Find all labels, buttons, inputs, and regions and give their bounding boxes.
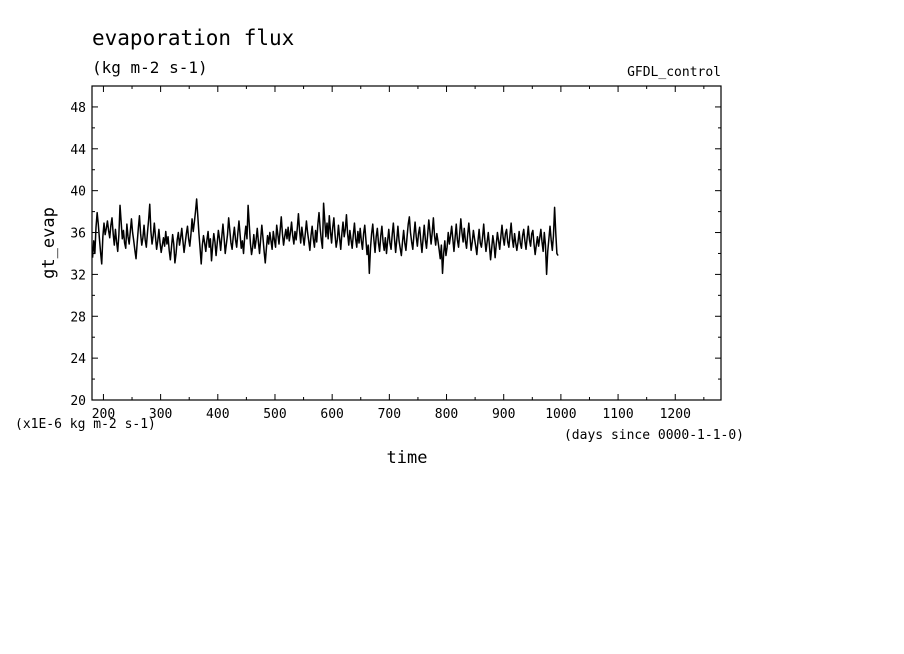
- y-axis-label: gt_evap: [39, 207, 59, 279]
- y-tick-label: 32: [70, 268, 86, 283]
- y-tick-label: 48: [70, 101, 86, 116]
- y-tick-label: 40: [70, 185, 86, 200]
- y-ticks: 20 24 28 32 36 40 44 48: [70, 85, 721, 409]
- x-tick-label: 700: [378, 407, 401, 422]
- y-tick-label: 24: [70, 352, 86, 367]
- x-tick-label: 1000: [545, 407, 576, 422]
- x-tick-label: 1100: [602, 407, 633, 422]
- y-tick-label: 36: [70, 227, 86, 242]
- plot-frame: [91, 85, 722, 401]
- y-tick-label: 44: [70, 143, 86, 158]
- x-tick-label: 900: [492, 407, 515, 422]
- series-line: [91, 198, 559, 276]
- x-tick-label: 500: [263, 407, 286, 422]
- dataset-label: GFDL_control: [627, 65, 721, 80]
- x-tick-label: 1200: [660, 407, 691, 422]
- chart-subtitle: (kg m-2 s-1): [92, 58, 208, 77]
- x-axis-units: (days since 0000-1-1-0): [564, 428, 744, 443]
- y-tick-label: 20: [70, 394, 86, 409]
- y-tick-label: 28: [70, 310, 86, 325]
- chart-title: evaporation flux: [92, 26, 294, 50]
- x-ticks: 200 300 400 500 600 700 800 900 1000 1100 1200: [92, 86, 705, 422]
- x-tick-label: 600: [320, 407, 343, 422]
- x-tick-label: 800: [435, 407, 458, 422]
- x-axis-label: time: [387, 448, 428, 468]
- series-layer: [91, 198, 559, 276]
- x-tick-label: 400: [206, 407, 229, 422]
- plot-border: [91, 85, 722, 401]
- x-tick-label: 200: [92, 407, 115, 422]
- y-axis-units: (x1E-6 kg m-2 s-1): [15, 417, 156, 432]
- x-tick-label: 300: [149, 407, 172, 422]
